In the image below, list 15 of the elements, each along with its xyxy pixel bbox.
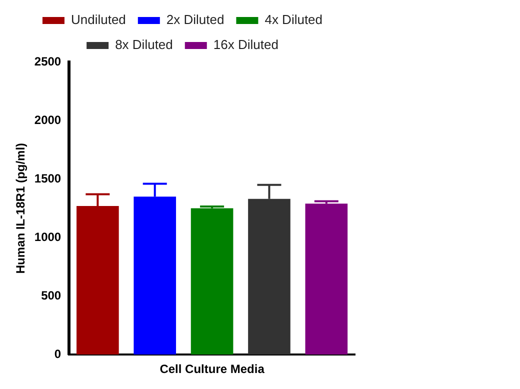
bar <box>190 208 234 355</box>
legend-label: 4x Diluted <box>264 12 323 28</box>
y-tick-label: 2500 <box>34 54 62 68</box>
legend-label: 2x Diluted <box>166 12 224 28</box>
legend-label: 16x Diluted <box>213 37 278 52</box>
y-tick-label: 1000 <box>34 230 62 244</box>
y-axis-title: Human IL-18R1 (pg/ml) <box>14 142 28 274</box>
y-tick-label: 2000 <box>34 112 62 127</box>
y-tick-label: 0 <box>54 346 62 361</box>
bar <box>305 204 348 355</box>
legend-label: 8x Diluted <box>115 37 173 52</box>
legend-label: Undiluted <box>70 12 126 28</box>
y-tick-label: 500 <box>41 288 62 302</box>
y-tick-label: 1500 <box>34 171 62 186</box>
x-axis-title: Cell Culture Media <box>160 362 265 376</box>
